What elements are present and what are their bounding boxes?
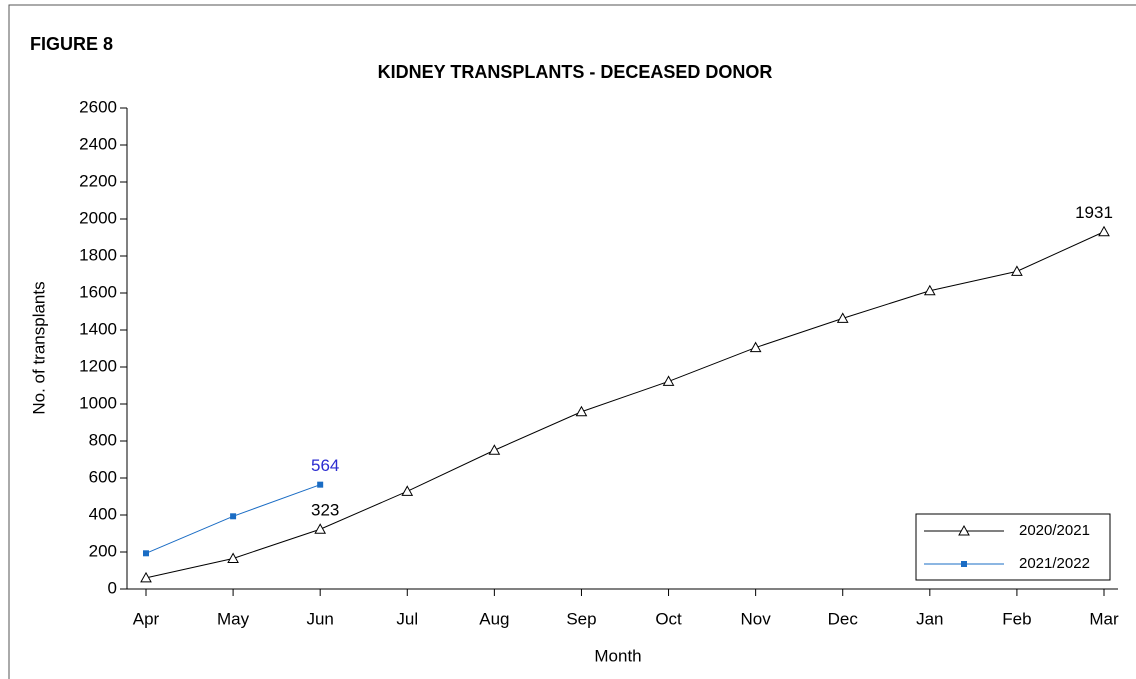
x-tick-label: Sep xyxy=(566,609,596,628)
point xyxy=(662,375,675,386)
figure-label: FIGURE 8 xyxy=(30,34,113,54)
data-label: 564 xyxy=(311,456,339,475)
point xyxy=(488,444,501,455)
y-tick-label: 2600 xyxy=(79,97,117,116)
point xyxy=(749,341,762,353)
point xyxy=(1011,265,1023,276)
point xyxy=(314,523,327,534)
x-axis-label: Month xyxy=(594,646,641,665)
point xyxy=(836,312,849,323)
series-line xyxy=(145,231,1105,579)
point xyxy=(575,405,588,417)
y-axis-label: No. of transplants xyxy=(29,281,48,414)
x-tick-label: Mar xyxy=(1089,609,1119,628)
legend-box xyxy=(915,513,1111,581)
x-tick-label: Apr xyxy=(133,609,160,628)
y-tick-label: 600 xyxy=(89,467,117,486)
x-tick-label: Dec xyxy=(828,609,859,628)
point xyxy=(230,513,237,520)
point xyxy=(143,550,149,557)
x-tick-label: May xyxy=(217,609,250,628)
x-tick-label: Aug xyxy=(479,609,509,628)
x-tick-label: Oct xyxy=(655,609,682,628)
x-tick-label: Nov xyxy=(741,609,772,628)
y-tick-label: 1000 xyxy=(79,393,117,412)
y-tick-label: 2400 xyxy=(79,134,117,153)
y-tick-label: 2000 xyxy=(79,208,117,227)
y-tick-label: 1600 xyxy=(79,282,117,301)
frame xyxy=(8,4,1136,679)
x-tick-label: Jul xyxy=(396,609,418,628)
data-label: 1931 xyxy=(1075,203,1113,222)
point xyxy=(958,524,970,536)
point xyxy=(923,284,936,296)
y-tick-label: 1800 xyxy=(79,245,117,264)
y-tick-label: 1400 xyxy=(79,319,117,338)
x-tick-label: Feb xyxy=(1002,609,1031,628)
y-tick-label: 800 xyxy=(89,430,117,449)
y-tick-label: 0 xyxy=(108,578,117,597)
y-tick-label: 2200 xyxy=(79,171,117,190)
chart-title: KIDNEY TRANSPLANTS - DECEASED DONOR xyxy=(378,62,773,82)
point xyxy=(140,571,152,583)
y-tick-label: 400 xyxy=(89,504,117,523)
legend-label: 2020/2021 xyxy=(1019,522,1090,539)
y-tick-label: 200 xyxy=(89,541,117,560)
point xyxy=(227,552,239,563)
data-label: 323 xyxy=(311,501,339,520)
x-tick-label: Jun xyxy=(306,609,333,628)
y-tick-label: 1200 xyxy=(79,356,117,375)
x-tick-label: Jan xyxy=(916,609,943,628)
point xyxy=(317,481,324,488)
point xyxy=(961,561,967,567)
point xyxy=(401,485,414,496)
legend-label: 2021/2022 xyxy=(1019,555,1090,572)
point xyxy=(1098,225,1110,237)
